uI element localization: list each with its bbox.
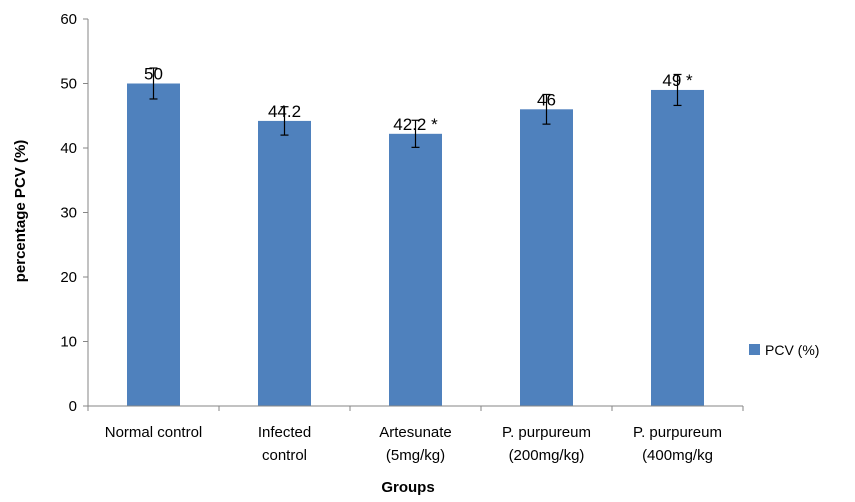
bar (258, 120, 311, 406)
x-category-label: P. purpureum (633, 424, 722, 441)
x-category-label: (5mg/kg) (386, 447, 445, 464)
legend-swatch (749, 344, 760, 355)
data-label: 49 * (662, 71, 693, 90)
bar (127, 83, 180, 406)
x-category-label: Normal control (105, 424, 203, 441)
y-tick-label: 10 (60, 334, 77, 351)
y-tick-label: 20 (60, 269, 77, 286)
x-category-label: (400mg/kg (642, 447, 713, 464)
bar (389, 133, 442, 406)
x-axis-title: Groups (381, 479, 434, 496)
y-tick-label: 40 (60, 140, 77, 157)
error-bars (149, 67, 682, 148)
y-axis-title: percentage PCV (%) (12, 140, 29, 283)
data-label: 42.2 * (393, 115, 438, 134)
legend: PCV (%) (749, 342, 819, 358)
x-category-label: (200mg/kg) (509, 447, 585, 464)
y-tick-label: 50 (60, 76, 77, 93)
data-label: 46 (537, 90, 556, 109)
data-labels: 50 44.2 42.2 * 46 49 * (144, 65, 693, 134)
legend-label: PCV (%) (765, 342, 819, 358)
data-label: 44.2 (268, 102, 301, 121)
x-axis-category-labels: Normal control Infected control Artesunate (… (105, 424, 722, 464)
x-category-label: P. purpureum (502, 424, 591, 441)
bar (651, 89, 704, 406)
x-category-label: Infected (258, 424, 311, 441)
bar (520, 109, 573, 407)
data-label: 50 (144, 65, 163, 84)
x-category-label: control (262, 447, 307, 464)
x-category-label: Artesunate (379, 424, 452, 441)
axes (87, 19, 744, 411)
y-tick-label: 30 (60, 205, 77, 222)
y-tick-label: 60 (60, 11, 77, 28)
y-tick-label: 0 (69, 398, 77, 415)
y-axis-ticks: 0 10 20 30 40 50 60 (60, 11, 88, 415)
bars (127, 83, 704, 407)
